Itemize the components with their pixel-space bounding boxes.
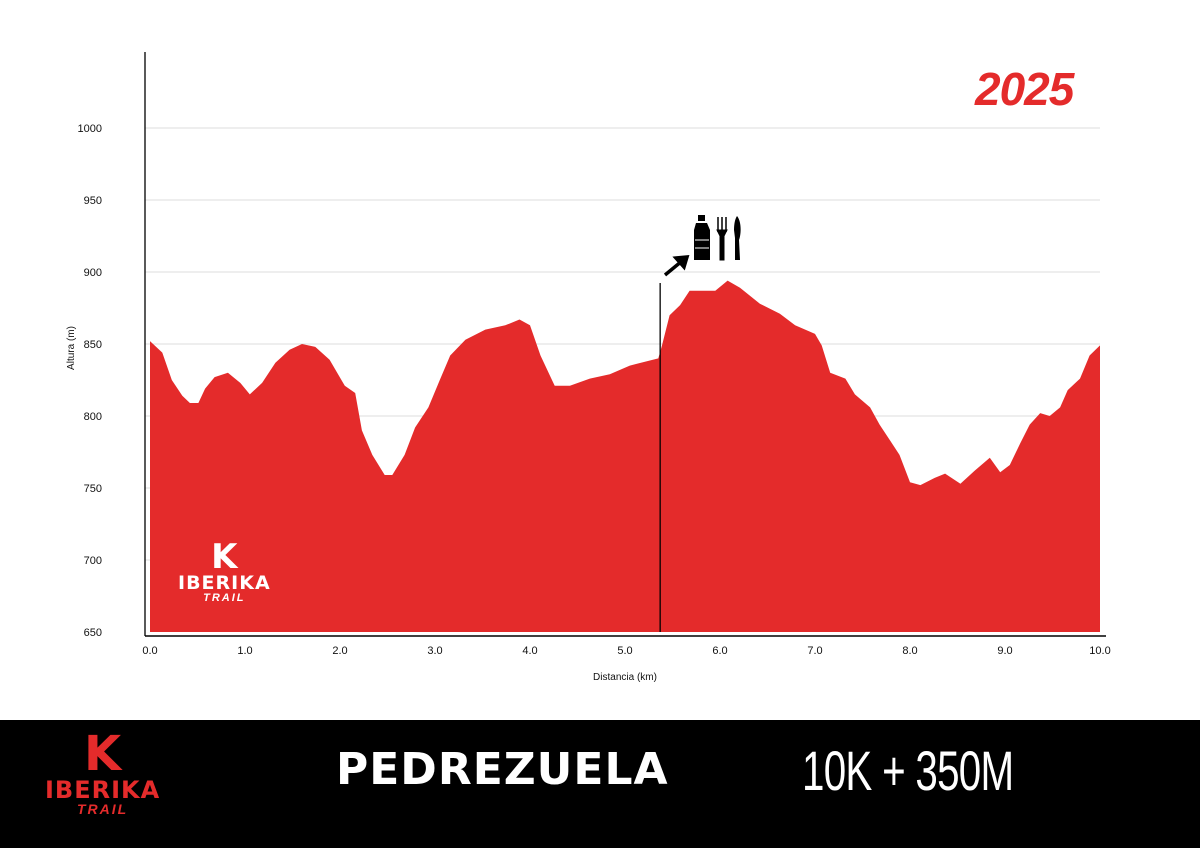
x-tick-label: 3.0 bbox=[427, 645, 442, 657]
y-axis-label: Altura (m) bbox=[66, 326, 77, 370]
y-tick-label: 950 bbox=[84, 195, 102, 207]
elevation-profile-area bbox=[150, 280, 1100, 632]
x-tick-label: 1.0 bbox=[237, 645, 252, 657]
water-bottle-icon bbox=[694, 215, 710, 260]
knife-icon bbox=[734, 216, 741, 260]
x-tick-label: 0.0 bbox=[142, 645, 157, 657]
x-tick-label: 9.0 bbox=[997, 645, 1012, 657]
chart-logo: K IBERIKA TRAIL bbox=[178, 540, 271, 604]
arrow-icon bbox=[663, 255, 690, 277]
logo-text: IBERIKA bbox=[45, 776, 161, 804]
x-tick-label: 8.0 bbox=[902, 645, 917, 657]
logo-mark: K bbox=[211, 537, 238, 577]
logo-mark: K bbox=[84, 726, 122, 782]
race-distance: 10K + 350M bbox=[802, 739, 1014, 802]
fork-icon bbox=[716, 217, 728, 261]
logo-subtext: TRAIL bbox=[76, 801, 129, 817]
x-tick-label: 2.0 bbox=[332, 645, 347, 657]
x-tick-label: 10.0 bbox=[1089, 645, 1110, 657]
y-tick-label: 700 bbox=[84, 555, 102, 567]
x-tick-label: 5.0 bbox=[617, 645, 632, 657]
x-tick-label: 6.0 bbox=[712, 645, 727, 657]
elevation-chart: 650 700 750 800 850 900 950 1000 0.0 1.0 2.0 3.0 4.0… bbox=[66, 52, 1111, 683]
y-tick-label: 850 bbox=[84, 339, 102, 351]
race-name: PEDREZUELA bbox=[336, 744, 669, 795]
aid-station-icons bbox=[663, 215, 741, 277]
y-tick-label: 750 bbox=[84, 483, 102, 495]
logo-text: IBERIKA bbox=[178, 572, 271, 594]
y-tick-label: 1000 bbox=[78, 123, 102, 135]
x-tick-label: 4.0 bbox=[522, 645, 537, 657]
x-axis-label: Distancia (km) bbox=[593, 672, 657, 683]
footer-logo: K IBERIKA TRAIL bbox=[45, 730, 160, 816]
year-label: 2025 bbox=[975, 63, 1074, 115]
x-tick-label: 7.0 bbox=[807, 645, 822, 657]
logo-subtext: TRAIL bbox=[203, 592, 246, 604]
y-tick-label: 900 bbox=[84, 267, 102, 279]
y-tick-label: 800 bbox=[84, 411, 102, 423]
footer-banner: K IBERIKA TRAIL PEDREZUELA 10K + 350M bbox=[0, 720, 1200, 848]
y-tick-label: 650 bbox=[84, 627, 102, 639]
